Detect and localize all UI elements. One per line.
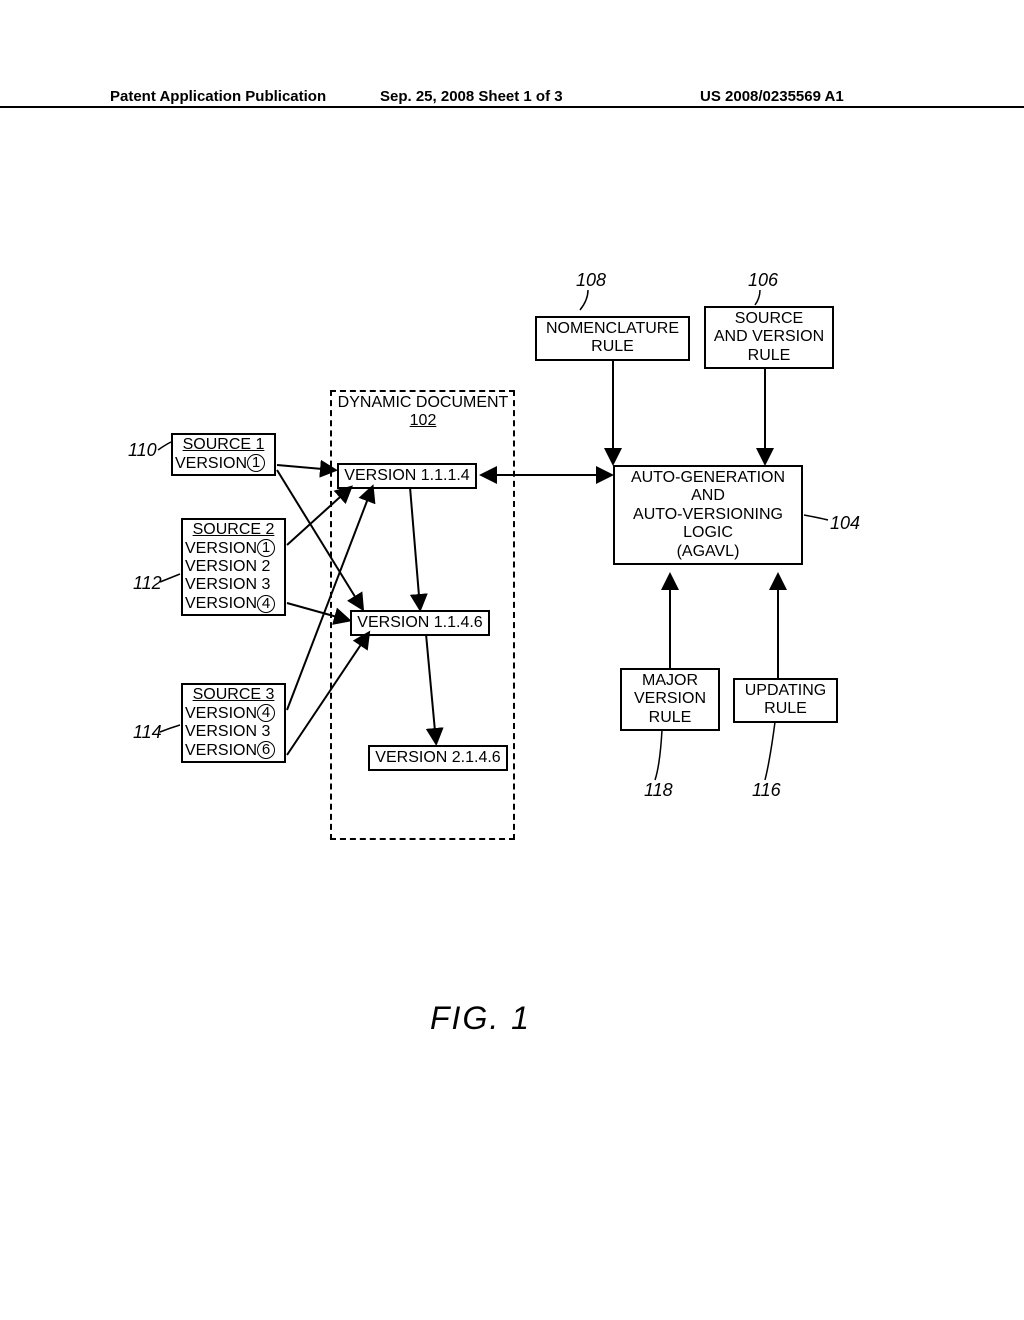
s1-v1: VERSION1 — [175, 455, 265, 472]
source3-box: SOURCE 3 VERSION4 VERSION 3 VERSION6 — [181, 683, 286, 763]
mvr-t2: VERSION — [634, 690, 706, 707]
nomenclature-text1: NOMENCLATURE — [546, 320, 679, 337]
dd-text1: DYNAMIC DOCUMENT — [338, 394, 509, 411]
version-1114-box: VERSION 1.1.1.4 — [337, 463, 477, 489]
s3-title: SOURCE 3 — [185, 686, 282, 704]
ur-t2: RULE — [764, 700, 807, 717]
s2-v4: VERSION4 — [185, 595, 275, 612]
s2-v1: VERSION1 — [185, 540, 275, 557]
ref-118: 118 — [644, 780, 673, 801]
svr-text3: RULE — [748, 347, 791, 364]
ref-112: 112 — [133, 573, 162, 594]
s1-title: SOURCE 1 — [175, 436, 272, 454]
header-left: Patent Application Publication — [110, 88, 326, 105]
header-right: US 2008/0235569 A1 — [700, 88, 844, 105]
v1114-text: VERSION 1.1.1.4 — [344, 467, 469, 484]
diagram-container: 108 106 110 112 114 104 118 116 NOMENCLA… — [110, 270, 910, 920]
agavl-box: AUTO-GENERATION AND AUTO-VERSIONING LOGI… — [613, 465, 803, 565]
ref-110: 110 — [128, 440, 157, 461]
version-1146-box: VERSION 1.1.4.6 — [350, 610, 490, 636]
ref-108: 108 — [576, 270, 606, 291]
s3-v6: VERSION6 — [185, 742, 275, 759]
v1146-text: VERSION 1.1.4.6 — [357, 614, 482, 631]
major-version-rule-box: MAJOR VERSION RULE — [620, 668, 720, 731]
mvr-t3: RULE — [649, 709, 692, 726]
svr-text1: SOURCE — [735, 310, 803, 327]
s2-v2: VERSION 2 — [185, 558, 270, 575]
ref-104: 104 — [830, 513, 860, 534]
version-2146-box: VERSION 2.1.4.6 — [368, 745, 508, 771]
source2-box: SOURCE 2 VERSION1 VERSION 2 VERSION 3 VE… — [181, 518, 286, 616]
dd-text2: 102 — [410, 412, 437, 429]
s2-title: SOURCE 2 — [185, 521, 282, 539]
agavl-t5: (AGAVL) — [677, 543, 740, 560]
nomenclature-text2: RULE — [591, 338, 634, 355]
source1-box: SOURCE 1 VERSION1 — [171, 433, 276, 476]
ref-106: 106 — [748, 270, 778, 291]
ur-t1: UPDATING — [745, 682, 826, 699]
agavl-t1: AUTO-GENERATION — [631, 469, 785, 486]
s2-v3: VERSION 3 — [185, 576, 270, 593]
s3-v4: VERSION4 — [185, 705, 275, 722]
header-center: Sep. 25, 2008 Sheet 1 of 3 — [380, 88, 563, 105]
ref-114: 114 — [133, 722, 162, 743]
source-version-rule-box: SOURCE AND VERSION RULE — [704, 306, 834, 369]
figure-caption: FIG. 1 — [430, 1000, 531, 1037]
agavl-t2: AND — [691, 487, 725, 504]
agavl-t4: LOGIC — [683, 524, 733, 541]
v2146-text: VERSION 2.1.4.6 — [375, 749, 500, 766]
mvr-t1: MAJOR — [642, 672, 698, 689]
updating-rule-box: UPDATING RULE — [733, 678, 838, 723]
s3-v3: VERSION 3 — [185, 723, 270, 740]
page-header: Patent Application Publication Sep. 25, … — [0, 88, 1024, 108]
nomenclature-rule-box: NOMENCLATURE RULE — [535, 316, 690, 361]
svr-text2: AND VERSION — [714, 328, 824, 345]
ref-116: 116 — [752, 780, 781, 801]
agavl-t3: AUTO-VERSIONING — [633, 506, 783, 523]
dynamic-document-label: DYNAMIC DOCUMENT 102 — [332, 392, 514, 433]
